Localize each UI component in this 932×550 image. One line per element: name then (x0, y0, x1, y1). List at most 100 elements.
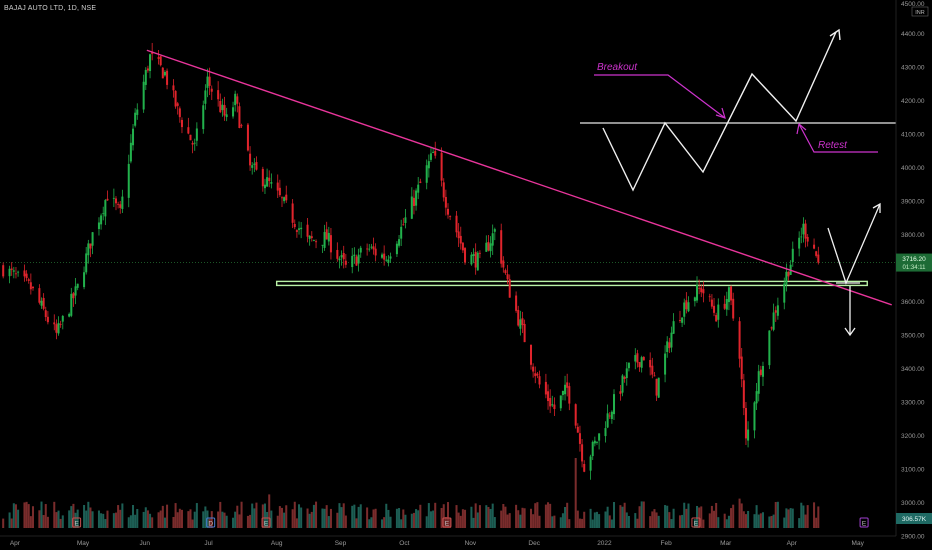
candle-body (149, 54, 152, 72)
volume-bar (295, 518, 298, 528)
candle-body (395, 243, 398, 255)
volume-bar (681, 514, 684, 528)
candle-body (759, 369, 762, 375)
y-tick-label: 4200.00 (901, 98, 925, 105)
volume-bar (755, 505, 758, 528)
candle-body (295, 230, 298, 232)
candle-body (219, 100, 222, 113)
volume-bar (442, 504, 445, 528)
volume-bar (432, 510, 435, 528)
volume-bar (506, 514, 509, 528)
volume-bar (208, 518, 211, 528)
candle-body (640, 357, 643, 368)
candle-body (221, 104, 224, 111)
volume-bar (180, 509, 183, 528)
volume-bar (70, 506, 73, 528)
y-tick-label: 3600.00 (901, 299, 925, 306)
candle-body (97, 222, 100, 230)
candle-body (191, 142, 194, 145)
candle-body (268, 177, 271, 182)
support-zone (275, 280, 868, 287)
candle-body (747, 429, 750, 441)
arrow-head-icon (796, 122, 807, 135)
volume-bar (566, 502, 569, 528)
candle-body (804, 223, 807, 239)
event-glyph: E (74, 521, 79, 528)
candle-body (534, 373, 537, 377)
currency-label: INR (915, 10, 925, 16)
event-badge (859, 517, 869, 528)
candle-body (785, 271, 788, 285)
x-tick-label: Oct (399, 540, 409, 547)
candle-body (636, 353, 639, 363)
y-tick-label: 4500.00 (901, 1, 925, 8)
volume-bar (27, 504, 30, 528)
candle-body (685, 300, 688, 310)
volume-bar (163, 517, 166, 528)
candle-body (566, 382, 569, 388)
volume-bar (232, 517, 235, 528)
candle-body (72, 293, 75, 299)
candle-body (472, 254, 475, 256)
candle-body (708, 296, 711, 298)
candle-body (100, 215, 103, 225)
candle-body (774, 310, 777, 313)
volume-bar (146, 510, 149, 528)
volume-bar (321, 508, 324, 528)
volume-bar (204, 506, 207, 528)
volume-bar (14, 504, 17, 528)
volume-bar (536, 502, 539, 528)
x-tick-label: Apr (10, 540, 21, 547)
candle-body (742, 380, 745, 409)
volume-bar (593, 512, 596, 528)
volume-bar (493, 517, 496, 528)
volume-bar (202, 511, 205, 528)
candle-body (119, 204, 122, 208)
x-tick-label: Mar (720, 540, 732, 547)
volume-bar (261, 504, 264, 528)
volume-bar (189, 509, 192, 528)
volume-bar (17, 509, 20, 528)
candle-body (10, 268, 13, 270)
volume-bar (300, 507, 303, 528)
volume-bar (485, 505, 488, 528)
volume-bar (166, 504, 169, 528)
candle-body (195, 128, 198, 141)
volume-bar (29, 516, 32, 528)
candle-body (157, 57, 160, 59)
volume-bar (578, 518, 581, 528)
candle-body (14, 273, 17, 275)
candle-body (606, 413, 609, 428)
candle-body (12, 270, 15, 272)
event-marker: E (691, 517, 701, 528)
candle-body (374, 248, 377, 256)
candle-body (263, 184, 266, 189)
y-tick-label: 4300.00 (901, 65, 925, 72)
candle-body (102, 213, 105, 215)
volume-bar (461, 509, 464, 528)
volume-bar (500, 510, 503, 528)
y-tick-label: 4100.00 (901, 132, 925, 139)
volume-bar (727, 515, 730, 528)
volume-bar (161, 505, 164, 528)
candle-body (87, 243, 90, 256)
candle-body (321, 244, 324, 246)
price-axis-bg (896, 0, 932, 550)
candle-body (532, 366, 535, 372)
event-marker: E (859, 517, 869, 528)
volume-bar (410, 513, 413, 528)
candle-body (357, 254, 360, 264)
candle-body (266, 177, 269, 187)
volume-bar (55, 512, 58, 528)
event-marker: E (72, 517, 82, 528)
candle-body (529, 344, 533, 365)
candle-body (291, 203, 294, 223)
volume-bar (10, 518, 13, 528)
candle-body (187, 127, 190, 134)
candle-body (251, 165, 254, 168)
candle-body (576, 426, 579, 433)
candle-body (634, 355, 637, 362)
candle-body (668, 342, 671, 349)
volume-bar (381, 519, 384, 528)
